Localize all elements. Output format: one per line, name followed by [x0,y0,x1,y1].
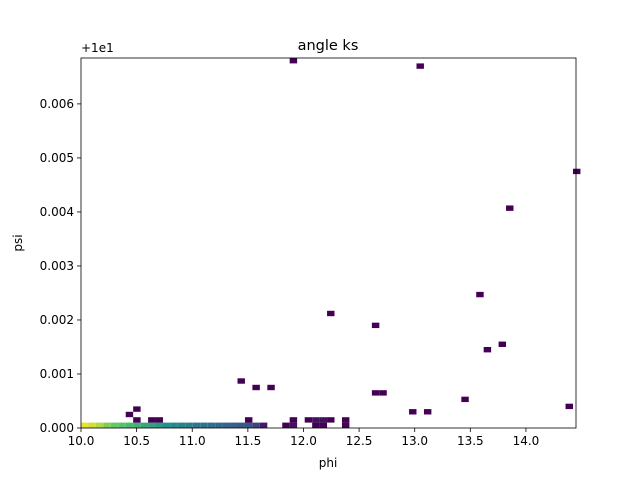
heatmap-cell [371,390,380,396]
heatmap-cell [148,422,156,428]
y-tick-label: 0.006 [40,97,74,111]
x-axis: 10.0 10.5 11.0 11.5 12.0 12.5 13.0 13.5 14.0 [68,428,540,448]
heatmap-cell [461,396,469,403]
heatmap-cell [371,322,380,329]
heatmap-cell [170,422,178,428]
heatmap-cell [573,168,581,175]
plot-area [80,57,581,429]
chart-title: angle ks [298,38,359,54]
heatmap-cell [327,417,335,423]
heatmap-cell [341,422,350,428]
heatmap-cell [207,422,216,428]
heatmap-cell [304,417,313,423]
heatmap-cell [155,417,163,423]
heatmap-cell [162,422,171,428]
plot-frame [80,57,577,429]
heatmap-cell [237,378,245,384]
heatmap-cell [133,406,141,412]
heatmap-cell [409,409,417,415]
y-axis: 0.000 0.001 0.002 0.003 0.004 0.005 0.006 [40,97,81,435]
heatmap-cell [200,422,208,428]
heatmap-cell [88,422,96,428]
y-offset-label: +1e1 [81,41,114,55]
heatmap-cell [289,58,298,64]
heatmap-cell [267,384,275,391]
heatmap-cell [237,422,245,428]
heatmap-cell [125,422,134,428]
heatmap-cell [81,422,89,428]
heatmap-cell [110,422,119,428]
heatmap-cell [476,291,484,298]
x-tick-label: 12.5 [346,434,373,448]
plot-background [81,58,576,428]
heatmap-cell [506,205,514,211]
x-tick-label: 14.0 [513,434,540,448]
y-tick-label: 0.005 [40,151,74,165]
heatmap-cell [341,417,350,423]
heatmap-cell [215,422,223,428]
heatmap-cell [565,403,573,410]
heatmap-cell [252,422,260,428]
heatmap-cell [177,422,186,428]
heatmap-cell [103,422,111,428]
heatmap-cell [319,422,328,428]
heatmap-cell [252,384,260,391]
y-tick-label: 0.003 [40,259,74,273]
heatmap-cell [155,422,163,428]
x-tick-label: 13.5 [457,434,484,448]
heatmap-cell [312,417,320,423]
heatmap-cell [312,422,320,428]
heatmap-cell [192,422,201,428]
heatmap-cell [222,422,231,428]
heatmap-cell [148,417,156,423]
heatmap-cell [319,417,328,423]
heatmap-cell [289,422,298,428]
heatmap-cell [289,417,298,423]
x-tick-label: 12.0 [290,434,317,448]
heatmap-cell [483,346,492,353]
x-tick-label: 10.5 [123,434,150,448]
y-tick-label: 0.000 [40,421,74,435]
x-tick-label: 11.5 [234,434,261,448]
heatmap-cell [140,422,149,428]
x-tick-label: 13.0 [401,434,428,448]
x-tick-label: 11.0 [179,434,206,448]
heatmap-cell [230,422,238,428]
y-tick-label: 0.001 [40,367,74,381]
x-axis-label: phi [319,456,338,470]
y-axis-label: psi [11,234,25,251]
heatmap-cell [327,310,335,317]
heatmap-cell [423,409,432,415]
heatmap-cell [498,341,507,347]
x-tick-label: 10.0 [68,434,95,448]
y-tick-label: 0.002 [40,313,74,327]
heatmap-cell [259,422,268,428]
heatmap-cell [185,422,193,428]
heatmap-cell [416,63,424,69]
heatmap-cell [379,390,387,396]
heatmap-cell [133,417,141,423]
heatmap-cell [244,422,253,428]
heatmap-cell [118,422,126,428]
heatmap-cells [81,58,581,428]
heatmap-cell [133,422,141,428]
y-tick-label: 0.004 [40,205,74,219]
heatmap-cell [95,422,104,428]
heatmap-cell [282,422,290,428]
heatmap-cell [244,417,253,423]
heatmap-cell [125,411,134,418]
